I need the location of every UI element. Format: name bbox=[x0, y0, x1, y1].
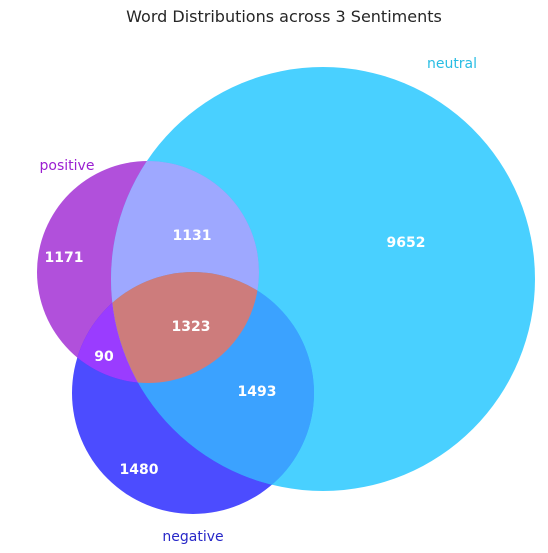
positive-only-count: 1171 bbox=[45, 250, 84, 266]
all-three-count: 1323 bbox=[172, 319, 211, 335]
neutral-negative-overlap bbox=[111, 272, 314, 491]
negative-set-label: negative bbox=[162, 529, 223, 545]
neutral-set-label: neutral bbox=[427, 56, 477, 72]
positive-negative-count: 90 bbox=[94, 349, 114, 365]
negative-only-count: 1480 bbox=[120, 462, 159, 478]
positive-set-label: positive bbox=[40, 158, 95, 174]
positive-neutral-count: 1131 bbox=[173, 228, 212, 244]
diagram-title: Word Distributions across 3 Sentiments bbox=[126, 7, 442, 26]
neutral-negative-count: 1493 bbox=[238, 384, 277, 400]
neutral-only-count: 9652 bbox=[387, 235, 426, 251]
